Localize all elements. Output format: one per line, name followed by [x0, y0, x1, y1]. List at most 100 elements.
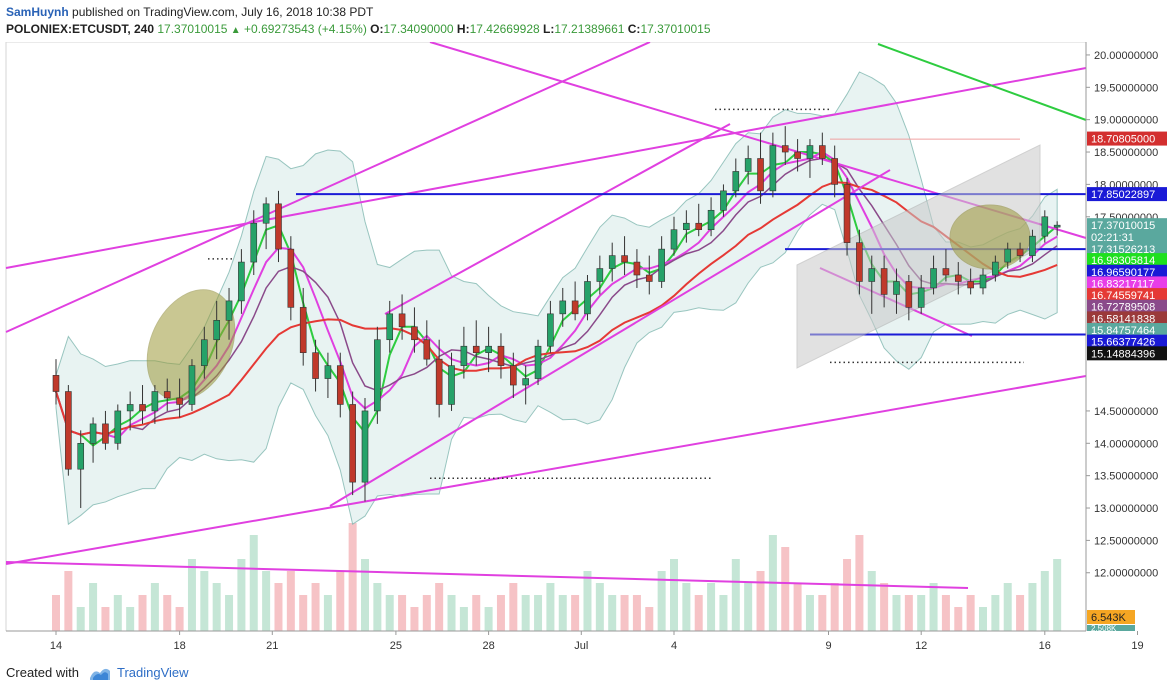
trendline-volume-descending[interactable]: [5, 561, 969, 589]
projection-channel[interactable]: [796, 144, 1041, 369]
price-badge: [1087, 229, 1167, 244]
candle-body: [1004, 248, 1012, 263]
candle-body: [510, 365, 517, 386]
trendline-channel-upper[interactable]: [384, 123, 731, 315]
candle-body: [831, 158, 838, 185]
volume-bar: [262, 571, 271, 631]
candle-body: [856, 242, 863, 282]
volume-bar: [583, 571, 592, 631]
highlight-ellipse-right[interactable]: [949, 204, 1031, 270]
candle-body: [917, 287, 925, 308]
price-badge: [1087, 346, 1167, 361]
candle-body: [386, 313, 394, 341]
candle-body: [559, 300, 567, 315]
candle-body: [707, 209, 715, 231]
volume-bar: [521, 595, 530, 631]
volume-bar: [781, 547, 790, 631]
volume-bar: [126, 607, 135, 631]
time-tick-label: 21: [266, 640, 278, 652]
candle-body: [967, 281, 974, 289]
candle-body: [880, 268, 888, 295]
price-tick-label: 20.00000000: [1094, 50, 1158, 62]
price-badge: [1087, 323, 1167, 338]
price-badge-label: 18.70805000: [1091, 134, 1155, 146]
price-badge: [1087, 242, 1167, 257]
trendline-long-rising[interactable]: [5, 67, 1087, 269]
price-badge: [1087, 218, 1167, 233]
volume-bar: [546, 583, 555, 631]
price-tick-label: 18.50000000: [1094, 147, 1158, 159]
tradingview-brand[interactable]: TradingView: [117, 665, 189, 680]
price-tick-label: 12.00000000: [1094, 568, 1158, 580]
volume-bar: [756, 571, 765, 631]
low-label: L:: [543, 22, 555, 36]
candle-body: [781, 145, 789, 153]
footer: Created with TradingView: [0, 660, 1170, 689]
price-chart[interactable]: 20.00000000 19.50000000 19.00000000 18.5000…: [0, 41, 1170, 660]
candle-body: [114, 410, 122, 444]
close-label: C:: [627, 22, 641, 36]
author-name[interactable]: SamHuynh: [6, 5, 69, 19]
candle-body: [843, 184, 851, 243]
volume-bar: [657, 571, 666, 631]
candle-body: [89, 423, 97, 444]
trendline-upper-rising[interactable]: [5, 41, 651, 333]
volume-bar: [534, 595, 543, 631]
candle-body: [893, 281, 900, 295]
trendline-green[interactable]: [877, 43, 1087, 121]
open-label: O:: [370, 22, 384, 36]
published-text: published on TradingView.com, July 16, 2…: [72, 5, 374, 19]
price-badge-label: 16.98305814: [1091, 255, 1155, 267]
candle-body: [769, 145, 777, 192]
candle-body: [794, 151, 801, 159]
volume-bar: [595, 583, 604, 631]
volume-bar: [274, 583, 283, 631]
time-tick-label: 28: [482, 640, 494, 652]
price-tick-label: 12.50000000: [1094, 535, 1158, 547]
volume-bar: [435, 583, 444, 631]
trendline-channel-lower[interactable]: [329, 169, 891, 507]
candle-body: [633, 261, 641, 276]
created-with-label: Created with: [6, 665, 79, 680]
time-tick-label: 18: [173, 640, 185, 652]
time-tick-label: 25: [390, 640, 402, 652]
time-tick-label: 19: [1131, 640, 1143, 652]
volume-bar: [645, 607, 654, 631]
volume-bar: [484, 607, 493, 631]
volume-bar: [89, 583, 98, 631]
candle-body: [460, 345, 468, 366]
price-tick-label: 14.00000000: [1094, 438, 1158, 450]
volume-bar: [348, 523, 357, 631]
time-axis[interactable]: [0, 631, 1170, 660]
volume-bar: [830, 583, 839, 631]
high-label: H:: [456, 22, 470, 36]
candle-body: [683, 222, 690, 231]
volume-bar: [620, 595, 629, 631]
candle-body: [979, 274, 987, 289]
volume-bar: [101, 607, 110, 631]
candle-body: [1041, 216, 1049, 237]
volume-badge: [1087, 625, 1135, 631]
volume-bar: [76, 607, 85, 631]
candle-body: [645, 274, 653, 282]
candle-body: [942, 268, 950, 276]
candle-body: [757, 158, 764, 192]
volume-bar: [299, 595, 308, 631]
volume-bar: [1053, 559, 1062, 631]
trendline-support-rising[interactable]: [5, 375, 1087, 565]
price-badge: [1087, 253, 1167, 268]
candle-body: [151, 391, 159, 412]
candle-body: [670, 229, 678, 250]
price-badge: [1087, 288, 1167, 303]
candle-body: [819, 145, 826, 159]
volume-badge-label: 6.543K: [1091, 612, 1127, 624]
candle-body: [695, 222, 703, 231]
chart-area[interactable]: 20.00000000 19.50000000 19.00000000 18.5000…: [0, 41, 1170, 660]
price-badge-label: 17.31526213: [1091, 244, 1155, 256]
time-tick-label: 9: [825, 640, 831, 652]
volume-bar: [917, 595, 926, 631]
tradingview-logo-icon: [90, 668, 110, 680]
open-value: 17.34090000: [383, 22, 454, 36]
price-badge-label: 16.83217117: [1091, 278, 1154, 290]
candle-body: [930, 268, 937, 289]
